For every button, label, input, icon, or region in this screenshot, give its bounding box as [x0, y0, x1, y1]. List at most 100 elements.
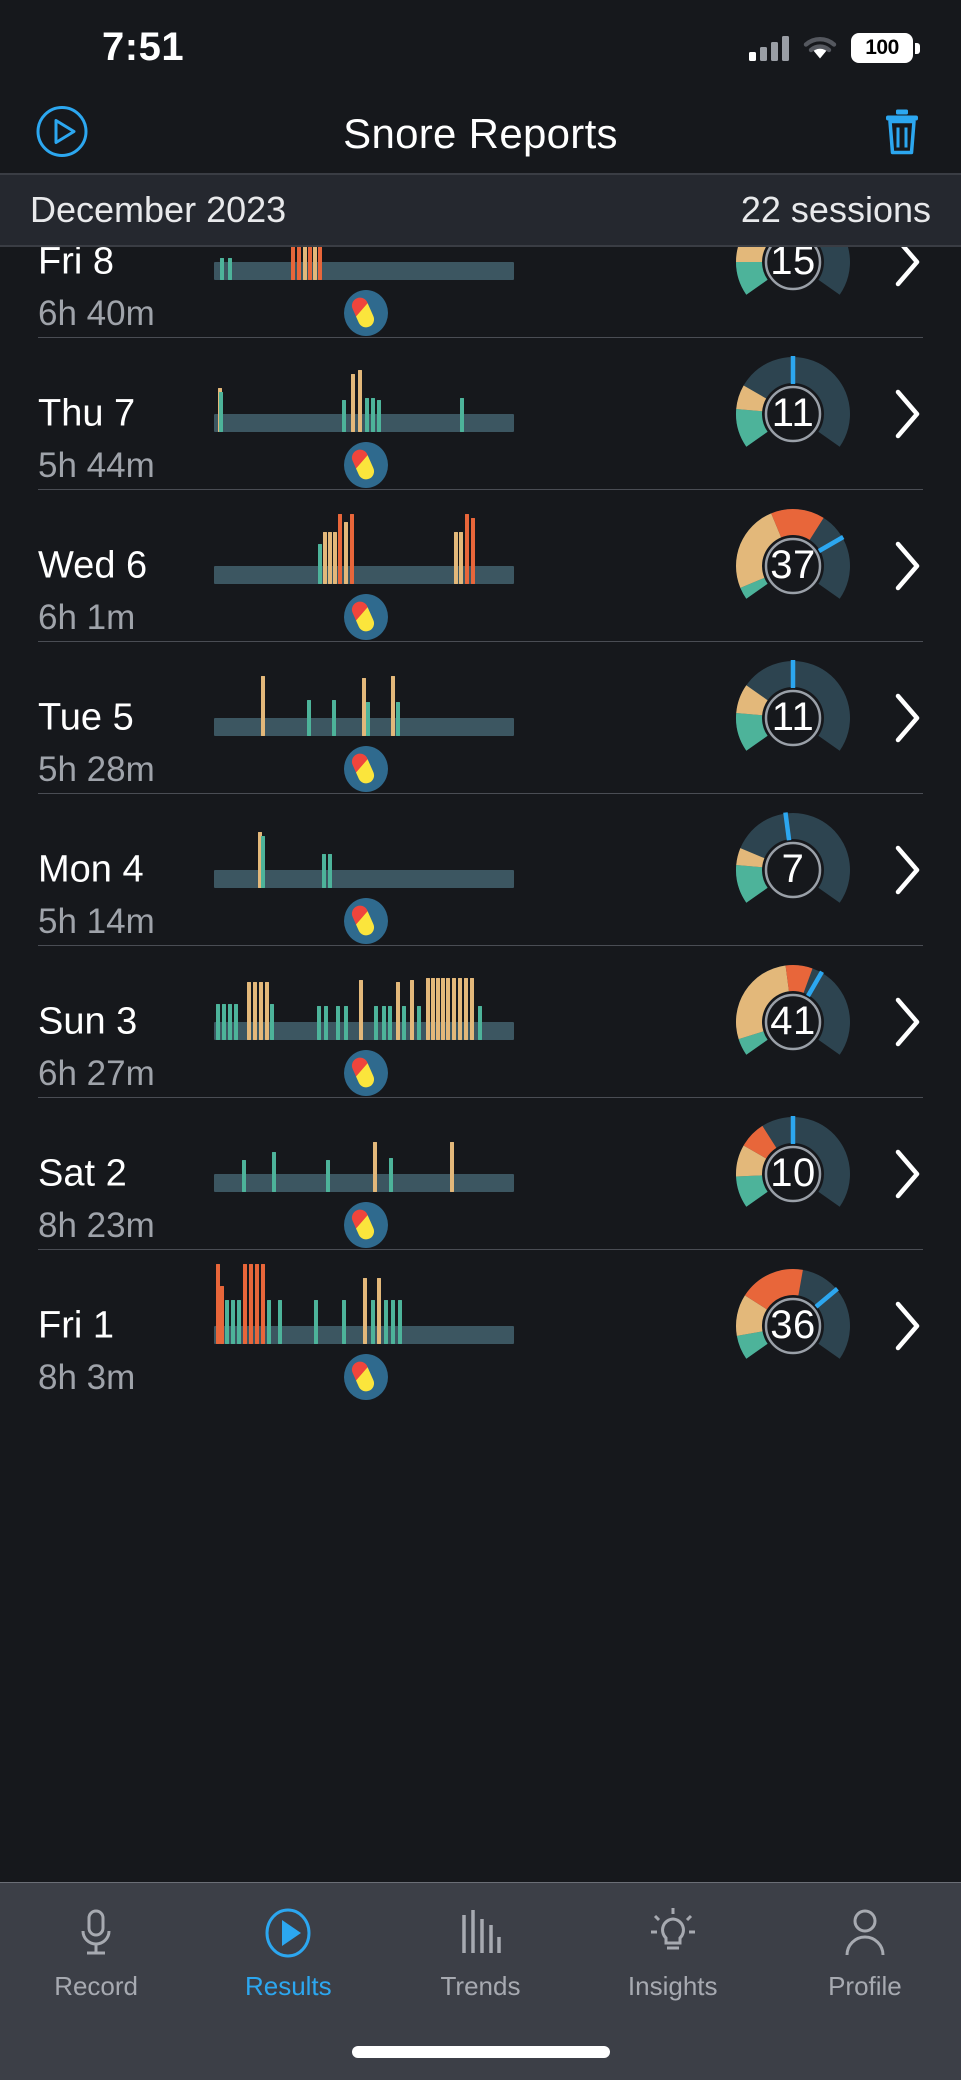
sleep-duration-bar — [214, 870, 514, 888]
snore-score-gauge: 7 — [719, 796, 867, 944]
pill-capsule-icon — [344, 1354, 388, 1400]
spark-bar — [471, 518, 475, 584]
chevron-right-icon[interactable] — [893, 387, 923, 441]
snore-score-gauge: 11 — [719, 644, 867, 792]
spark-bar — [391, 676, 395, 736]
spark-bar — [351, 374, 355, 432]
chevron-right-icon[interactable] — [893, 1299, 923, 1353]
chevron-right-icon[interactable] — [893, 539, 923, 593]
lightbulb-icon — [648, 1905, 698, 1961]
spark-bar — [377, 400, 381, 432]
spark-bar — [322, 854, 326, 888]
session-row[interactable]: Sun 3 6h 27m 41 — [38, 945, 923, 1097]
spark-bar — [272, 1152, 276, 1192]
tab-results[interactable]: Results — [192, 1905, 384, 2002]
status-bar-time: 7:51 — [102, 25, 185, 69]
spark-bar — [267, 1300, 271, 1344]
session-duration-label: 5h 44m — [38, 446, 155, 485]
chevron-right-icon[interactable] — [893, 691, 923, 745]
session-row[interactable]: Fri 1 8h 3m 36 — [38, 1249, 923, 1401]
spark-bar — [259, 982, 263, 1040]
snore-score-gauge: 10 — [719, 1100, 867, 1248]
chevron-right-icon[interactable] — [893, 843, 923, 897]
spark-bar — [371, 1300, 375, 1344]
spark-bar — [350, 514, 354, 584]
session-row[interactable]: Thu 7 5h 44m 11 — [38, 337, 923, 489]
month-header: December 2023 22 sessions — [0, 175, 961, 247]
pill-capsule-icon — [344, 898, 388, 944]
spark-bar — [459, 532, 463, 584]
snore-spark-chart — [214, 1256, 514, 1360]
battery-icon: 100 — [851, 32, 920, 63]
snore-score-value: 10 — [770, 1151, 816, 1195]
snore-score-gauge: 37 — [719, 492, 867, 640]
tab-record[interactable]: Record — [0, 1905, 192, 2002]
spark-bar — [234, 1004, 238, 1040]
snore-score-gauge: 15 — [719, 247, 867, 336]
session-day-label: Sat 2 — [38, 1152, 127, 1194]
status-bar-indicators: 100 — [749, 32, 920, 63]
spark-bar — [344, 1006, 348, 1040]
session-row[interactable]: Fri 8 6h 40m 15 — [38, 247, 923, 337]
pill-capsule-icon — [344, 594, 388, 640]
spark-bar — [220, 1286, 224, 1344]
microphone-icon — [74, 1905, 118, 1961]
spark-bar — [464, 978, 468, 1040]
spark-bar — [342, 1300, 346, 1344]
spark-bar — [303, 247, 307, 280]
session-list[interactable]: Fri 8 6h 40m 15 Thu 7 5h 44m 11 — [0, 247, 961, 1882]
tab-label: Trends — [440, 1971, 521, 2001]
month-label: December 2023 — [30, 189, 287, 230]
spark-bar — [384, 1300, 388, 1344]
spark-bar — [460, 398, 464, 432]
tab-insights[interactable]: Insights — [577, 1905, 769, 2002]
session-count-label: 22 sessions — [740, 189, 931, 230]
chevron-right-icon[interactable] — [893, 1147, 923, 1201]
spark-bar — [225, 1300, 229, 1344]
session-row[interactable]: Tue 5 5h 28m 11 — [38, 641, 923, 793]
tab-trends[interactable]: Trends — [384, 1905, 576, 2002]
spark-bar — [446, 978, 450, 1040]
spark-bar — [318, 544, 322, 584]
spark-bar — [470, 978, 474, 1040]
chevron-right-icon[interactable] — [893, 247, 923, 289]
spark-bar — [396, 982, 400, 1040]
spark-bar — [255, 1264, 259, 1344]
spark-bar — [450, 1142, 454, 1192]
spark-bar — [291, 247, 295, 280]
play-circle-icon — [263, 1905, 313, 1961]
session-row[interactable]: Sat 2 8h 23m 10 — [38, 1097, 923, 1249]
snore-score-value: 11 — [771, 695, 815, 739]
spark-bar — [363, 1278, 367, 1344]
pill-capsule-icon — [344, 1202, 388, 1248]
spark-bar — [328, 854, 332, 888]
spark-bar — [436, 978, 440, 1040]
trash-icon[interactable] — [881, 108, 923, 161]
spark-bar — [426, 978, 430, 1040]
session-day-label: Wed 6 — [38, 544, 148, 586]
snore-spark-chart — [214, 344, 514, 448]
spark-bar — [247, 982, 251, 1040]
pill-capsule-icon — [344, 290, 388, 336]
spark-bar — [328, 532, 332, 584]
snore-score-value: 36 — [770, 1303, 816, 1347]
session-row[interactable]: Mon 4 5h 14m 7 — [38, 793, 923, 945]
spark-bar — [228, 1004, 232, 1040]
spark-bar — [228, 258, 232, 280]
play-circle-icon[interactable] — [34, 104, 90, 165]
status-bar: 7:51 100 — [0, 0, 961, 95]
session-day-label: Tue 5 — [38, 696, 134, 738]
spark-bar — [318, 247, 322, 280]
session-duration-label: 8h 3m — [38, 1358, 136, 1397]
session-row[interactable]: Wed 6 6h 1m 37 — [38, 489, 923, 641]
session-duration-label: 5h 14m — [38, 902, 155, 941]
spark-bar — [220, 258, 224, 280]
tab-profile[interactable]: Profile — [769, 1905, 961, 2002]
chevron-right-icon[interactable] — [893, 995, 923, 1049]
spark-bar — [382, 1006, 386, 1040]
snore-score-value: 37 — [770, 543, 816, 587]
spark-bar — [258, 832, 262, 888]
tab-label: Record — [54, 1971, 139, 2001]
spark-bar — [317, 1006, 321, 1040]
